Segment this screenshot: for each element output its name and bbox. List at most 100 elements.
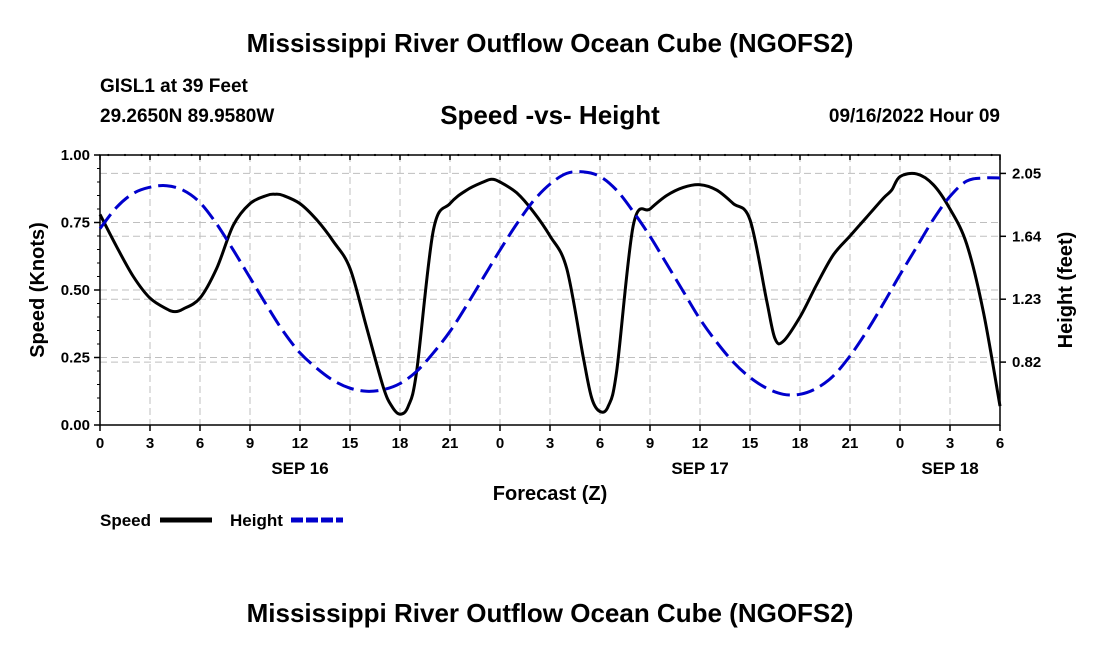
x-tick-label: 15 bbox=[742, 435, 759, 452]
y-axis-label: Speed (Knots) bbox=[27, 222, 49, 358]
grid bbox=[100, 155, 1000, 425]
x-tick-label: 6 bbox=[596, 435, 604, 452]
legend: Speed Height bbox=[100, 511, 343, 530]
top-minor-tick bbox=[607, 153, 610, 157]
top-minor-tick bbox=[157, 153, 160, 157]
top-minor-tick bbox=[990, 153, 993, 157]
date-label: SEP 18 bbox=[921, 459, 978, 478]
top-minor-tick bbox=[473, 153, 477, 157]
top-minor-tick bbox=[207, 153, 210, 157]
top-minor-tick bbox=[757, 153, 760, 157]
top-minor-tick bbox=[907, 153, 910, 157]
series-line-speed bbox=[98, 171, 1002, 416]
station-label: GISL1 at 39 Feet bbox=[100, 76, 248, 97]
y-tick-label: 0.50 bbox=[61, 282, 90, 299]
top-minor-tick bbox=[673, 153, 677, 157]
series-layer bbox=[98, 170, 1002, 416]
x-tick-label: 3 bbox=[146, 435, 154, 452]
top-minor-tick bbox=[507, 153, 510, 157]
top-minor-tick bbox=[657, 153, 660, 157]
footer-title: Mississippi River Outflow Ocean Cube (NG… bbox=[246, 598, 854, 628]
top-minor-tick bbox=[190, 153, 193, 157]
top-minor-tick bbox=[573, 153, 577, 157]
y2-tick-label: 2.05 bbox=[1012, 165, 1041, 182]
top-minor-tick bbox=[340, 153, 343, 157]
y-tick-label: 0.00 bbox=[61, 417, 90, 434]
x-tick-label: 15 bbox=[342, 435, 359, 452]
x-tick-label: 18 bbox=[792, 435, 809, 452]
top-minor-tick bbox=[457, 153, 460, 157]
x-tick-label: 0 bbox=[896, 435, 904, 452]
x-tick-label: 12 bbox=[292, 435, 309, 452]
series-line-height bbox=[98, 170, 1001, 397]
top-minor-tick bbox=[890, 153, 893, 157]
x-tick-label: 9 bbox=[646, 435, 654, 452]
axes: 0 3 6 9 12 15 18 21 0 3 6 9 12 15 18 21 0 3 6 0.00 0.25 0.50 0… bbox=[61, 147, 1042, 478]
top-minor-tick bbox=[290, 153, 293, 157]
top-minor-tick bbox=[390, 153, 393, 157]
top-minor-tick bbox=[690, 153, 693, 157]
x-tick-label: 3 bbox=[946, 435, 954, 452]
y-tick-label: 1.00 bbox=[61, 147, 90, 164]
top-minor-tick bbox=[407, 153, 410, 157]
top-minor-tick bbox=[590, 153, 593, 157]
top-minor-tick bbox=[790, 153, 793, 157]
top-minor-tick bbox=[940, 153, 943, 157]
top-minor-tick bbox=[640, 153, 643, 157]
top-minor-tick bbox=[440, 153, 443, 157]
top-minor-tick bbox=[373, 153, 377, 157]
top-minor-tick bbox=[490, 153, 493, 157]
top-minor-tick bbox=[557, 153, 560, 157]
x-tick-label: 3 bbox=[546, 435, 554, 452]
x-tick-label: 0 bbox=[496, 435, 504, 452]
issue-datetime: 09/16/2022 Hour 09 bbox=[828, 106, 1000, 127]
chart-subtitle: Speed -vs- Height bbox=[440, 100, 660, 130]
top-minor-tick bbox=[423, 153, 427, 157]
top-minor-tick bbox=[807, 153, 810, 157]
y2-tick-label: 1.23 bbox=[1012, 291, 1041, 308]
x-tick-label: 6 bbox=[996, 435, 1004, 452]
top-minor-tick bbox=[840, 153, 843, 157]
x-tick-label: 0 bbox=[96, 435, 104, 452]
top-minor-tick bbox=[123, 153, 127, 157]
top-minor-tick bbox=[740, 153, 743, 157]
y2-axis-label: Height (feet) bbox=[1055, 232, 1077, 349]
x-tick-label: 21 bbox=[842, 435, 859, 452]
top-minor-tick bbox=[857, 153, 860, 157]
chart-title: Mississippi River Outflow Ocean Cube (NG… bbox=[246, 28, 854, 58]
top-minor-tick bbox=[623, 153, 627, 157]
top-minor-tick bbox=[923, 153, 927, 157]
top-minor-tick bbox=[707, 153, 710, 157]
station-coordinates: 29.2650N 89.9580W bbox=[100, 106, 275, 127]
top-minor-tick bbox=[523, 153, 527, 157]
date-label: SEP 17 bbox=[671, 459, 728, 478]
y2-tick-label: 0.82 bbox=[1012, 354, 1041, 371]
top-minor-tick bbox=[140, 153, 143, 157]
top-minor-tick bbox=[257, 153, 260, 157]
date-label: SEP 16 bbox=[271, 459, 328, 478]
y2-tick-label: 1.64 bbox=[1012, 228, 1042, 245]
top-minor-tick bbox=[773, 153, 777, 157]
x-tick-label: 9 bbox=[246, 435, 254, 452]
x-tick-label: 21 bbox=[442, 435, 459, 452]
top-minor-tick bbox=[973, 153, 977, 157]
top-minor-tick bbox=[173, 153, 177, 157]
x-tick-label: 6 bbox=[196, 435, 204, 452]
top-minor-tick bbox=[540, 153, 543, 157]
top-minor-tick bbox=[357, 153, 360, 157]
x-tick-label: 12 bbox=[692, 435, 709, 452]
legend-label-speed: Speed bbox=[100, 511, 151, 530]
top-minor-tick bbox=[273, 153, 277, 157]
top-minor-tick bbox=[823, 153, 827, 157]
x-tick-label: 18 bbox=[392, 435, 409, 452]
y-tick-label: 0.75 bbox=[61, 215, 90, 232]
y-tick-label: 0.25 bbox=[61, 350, 90, 367]
top-minor-tick bbox=[107, 153, 110, 157]
top-minor-tick bbox=[240, 153, 243, 157]
legend-label-height: Height bbox=[230, 511, 283, 530]
top-minor-tick bbox=[723, 153, 727, 157]
top-minor-tick bbox=[307, 153, 310, 157]
x-axis-label: Forecast (Z) bbox=[493, 483, 607, 505]
top-minor-tick bbox=[873, 153, 877, 157]
